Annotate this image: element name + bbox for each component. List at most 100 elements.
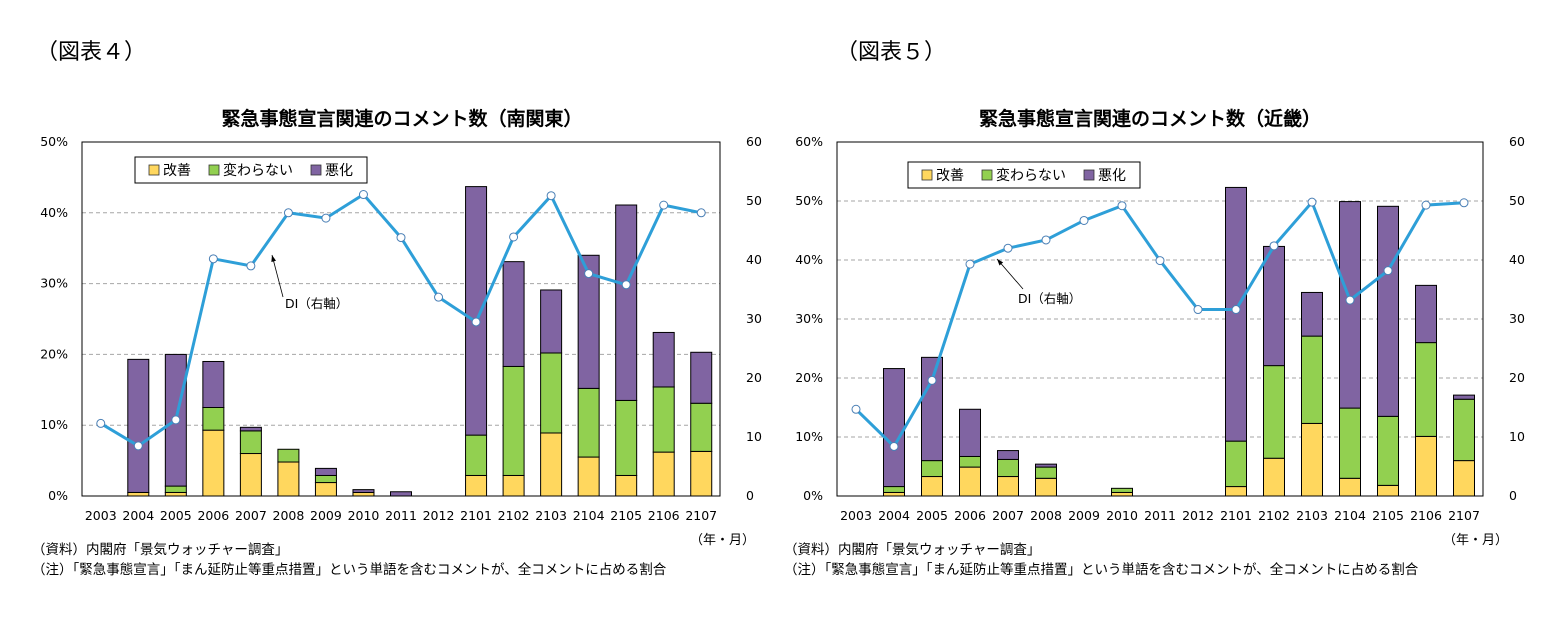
x-tick-label: 2007 bbox=[235, 508, 267, 523]
y-left-tick-label: 30% bbox=[795, 311, 823, 326]
bar-segment bbox=[465, 186, 488, 436]
x-unit-label-4: （年・月） bbox=[690, 533, 756, 548]
x-tick-label: 2012 bbox=[423, 508, 455, 523]
chart-kinki: 0% 10% 20% 30% 40% 50% 60% 0 10 20 30 40 50 60 2003 200… bbox=[795, 134, 1525, 523]
bar-segment bbox=[1339, 201, 1361, 409]
di-point bbox=[208, 254, 218, 264]
bar-segment bbox=[352, 491, 375, 497]
di-point bbox=[1421, 200, 1431, 210]
di-point bbox=[471, 317, 481, 327]
figure-label-5: （図表５） bbox=[836, 40, 947, 65]
figure-label-4: （図表４） bbox=[36, 40, 147, 65]
bar-segment bbox=[465, 434, 488, 476]
x-tick-label: 2103 bbox=[535, 508, 567, 523]
di-point bbox=[1155, 256, 1165, 266]
note-5: （注）「緊急事態宣言」「まん延防止等重点措置」という単語を含むコメントが、全コメ… bbox=[784, 562, 1419, 578]
bar-segment bbox=[615, 474, 638, 497]
chart-title-5: 緊急事態宣言関連のコメント数（近畿） bbox=[978, 108, 1321, 130]
bar-segment bbox=[1111, 487, 1133, 493]
bar-segment bbox=[997, 458, 1019, 478]
legend-label: 悪化 bbox=[325, 163, 353, 179]
bar-segment bbox=[1377, 415, 1399, 486]
y-left-tick-label: 10% bbox=[795, 429, 823, 444]
di-point bbox=[621, 280, 631, 290]
y-left-tick-label: 10% bbox=[40, 417, 68, 432]
y-left-tick-label: 40% bbox=[795, 252, 823, 267]
y-left-tick-label: 50% bbox=[40, 134, 68, 149]
di-point bbox=[1079, 215, 1089, 225]
di-point bbox=[1041, 235, 1051, 245]
bar-segment bbox=[1301, 422, 1323, 497]
bar-segment bbox=[1339, 407, 1361, 479]
x-tick-label: 2011 bbox=[385, 508, 417, 523]
x-tick-label: 2004 bbox=[122, 508, 154, 523]
bar-segment bbox=[577, 387, 600, 458]
bar-segment bbox=[314, 474, 337, 484]
annotation-label: DI（右軸） bbox=[285, 296, 348, 311]
di-point bbox=[696, 208, 706, 218]
bar-segment bbox=[997, 450, 1019, 460]
y-left-tick-label: 50% bbox=[795, 193, 823, 208]
di-point bbox=[321, 213, 331, 223]
di-point bbox=[1231, 305, 1241, 315]
plot-frame bbox=[81, 141, 721, 497]
bar-segment bbox=[997, 476, 1019, 497]
bar-segment bbox=[1225, 486, 1247, 497]
y-right-tick-label: 10 bbox=[1509, 429, 1525, 444]
bar-segment bbox=[465, 474, 488, 497]
x-tick-label: 2003 bbox=[85, 508, 117, 523]
di-point bbox=[434, 292, 444, 302]
di-point bbox=[246, 261, 256, 271]
di-point bbox=[171, 415, 181, 425]
bar-segment bbox=[883, 486, 905, 493]
bar-segment bbox=[1035, 463, 1057, 468]
x-unit-label-5: （年・月） bbox=[1443, 533, 1509, 548]
di-point bbox=[927, 375, 937, 385]
bar-segment bbox=[577, 456, 600, 497]
x-tick-label: 2107 bbox=[1448, 508, 1480, 523]
di-point bbox=[1459, 198, 1469, 208]
y-right-tick-label: 60 bbox=[746, 134, 762, 149]
x-tick-label: 2101 bbox=[1220, 508, 1252, 523]
x-tick-label: 2107 bbox=[685, 508, 717, 523]
legend-swatch bbox=[1083, 169, 1095, 181]
arrow-head-icon bbox=[997, 259, 1004, 266]
y-right-tick-label: 0 bbox=[1509, 488, 1517, 503]
bar-segment bbox=[1453, 394, 1475, 400]
y-left-tick-label: 30% bbox=[40, 276, 68, 291]
bar-segment bbox=[921, 476, 943, 497]
di-point bbox=[659, 200, 669, 210]
bar-segment bbox=[502, 474, 525, 497]
y-right-tick-label: 20 bbox=[1509, 370, 1525, 385]
legend-label: 改善 bbox=[936, 168, 964, 184]
bar-segment bbox=[959, 408, 981, 457]
bar-segment bbox=[690, 351, 713, 404]
bar-segment bbox=[540, 352, 563, 434]
bar-segment bbox=[1377, 484, 1399, 497]
x-tick-label: 2106 bbox=[648, 508, 680, 523]
bar-segment bbox=[615, 399, 638, 476]
bar-segment bbox=[1225, 186, 1247, 442]
bar-segment bbox=[1415, 342, 1437, 437]
bar-segment bbox=[1035, 466, 1057, 479]
x-tick-label: 2008 bbox=[1030, 508, 1062, 523]
y-right-tick-label: 40 bbox=[746, 252, 762, 267]
y-right-tick-label: 40 bbox=[1509, 252, 1525, 267]
bar-segment bbox=[1263, 245, 1285, 367]
bar-segment bbox=[540, 432, 563, 497]
y-right-tick-label: 20 bbox=[746, 370, 762, 385]
bar-segment bbox=[1301, 291, 1323, 337]
annotation-arrow bbox=[271, 254, 284, 298]
source-4: （資料）内閣府「景気ウォッチャー調査」 bbox=[32, 542, 289, 558]
x-tick-label: 2005 bbox=[160, 508, 192, 523]
bar-segment bbox=[1035, 477, 1057, 497]
bar-segment bbox=[652, 386, 675, 453]
x-tick-label: 2005 bbox=[916, 508, 948, 523]
legend: 改善 変わらない 悪化 bbox=[134, 156, 368, 184]
bar-segment bbox=[959, 455, 981, 468]
legend-label: 変わらない bbox=[223, 162, 293, 179]
plot-frame bbox=[836, 141, 1484, 497]
di-point bbox=[965, 259, 975, 269]
di-point bbox=[1003, 243, 1013, 253]
